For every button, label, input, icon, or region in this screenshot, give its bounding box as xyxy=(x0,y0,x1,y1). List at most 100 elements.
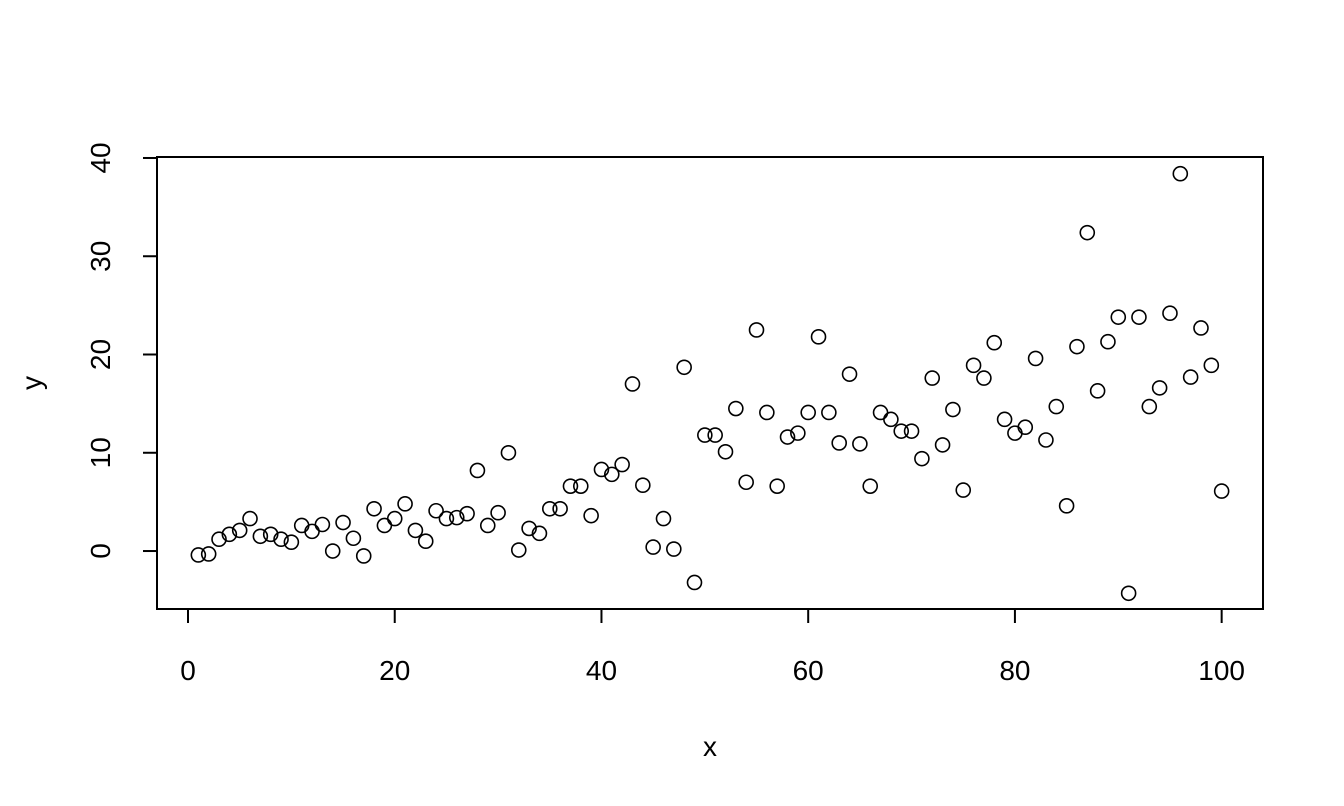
data-point xyxy=(252,528,269,545)
y-axis-title: y xyxy=(16,376,47,390)
data-point xyxy=(1141,398,1158,415)
x-axis-title: x xyxy=(703,731,717,762)
data-point xyxy=(1027,350,1044,367)
data-point xyxy=(810,329,827,345)
data-point xyxy=(1120,585,1137,602)
y-axis: 0 10 20 30 40 xyxy=(85,142,158,559)
data-point xyxy=(273,531,289,548)
data-point xyxy=(541,500,558,517)
data-point xyxy=(821,404,837,421)
data-point xyxy=(883,411,899,428)
data-point xyxy=(583,507,599,524)
data-point xyxy=(1048,398,1065,415)
data-point xyxy=(1038,432,1054,448)
data-point xyxy=(397,496,413,512)
data-point xyxy=(707,427,723,443)
data-point xyxy=(200,546,217,562)
y-tick-label: 40 xyxy=(85,142,116,173)
data-point xyxy=(986,334,1003,351)
data-point xyxy=(666,541,682,557)
data-point xyxy=(1110,309,1127,325)
data-point xyxy=(976,370,992,386)
data-point xyxy=(996,411,1013,428)
data-point xyxy=(614,456,630,473)
data-point xyxy=(1069,338,1085,355)
y-tick-label: 0 xyxy=(85,543,116,559)
data-point xyxy=(386,510,403,527)
data-point xyxy=(717,443,734,460)
data-point xyxy=(655,510,672,527)
data-point xyxy=(924,370,941,386)
data-point xyxy=(355,548,372,564)
data-point xyxy=(552,500,568,517)
data-point xyxy=(190,547,207,563)
data-point xyxy=(645,539,661,555)
data-point xyxy=(521,520,537,537)
y-tick-label: 10 xyxy=(85,437,116,468)
x-tick-label: 0 xyxy=(180,655,196,686)
data-point xyxy=(945,401,961,418)
x-tick-label: 100 xyxy=(1198,655,1245,686)
data-point xyxy=(448,509,465,526)
data-point xyxy=(955,482,972,498)
data-point xyxy=(407,522,424,539)
data-point xyxy=(790,425,806,441)
data-point xyxy=(304,523,320,540)
data-point xyxy=(262,526,279,543)
data-point xyxy=(769,478,785,494)
data-point xyxy=(510,542,527,558)
data-point xyxy=(1182,369,1199,385)
x-tick-label: 20 xyxy=(379,655,410,686)
data-point xyxy=(872,404,889,421)
data-point xyxy=(1172,165,1189,182)
data-point xyxy=(686,574,703,591)
data-point xyxy=(242,510,258,527)
data-point xyxy=(759,404,775,421)
data-point xyxy=(738,474,754,491)
data-point xyxy=(490,504,506,521)
data-point xyxy=(1213,483,1230,499)
data-point xyxy=(479,517,496,534)
plot-frame xyxy=(156,156,1264,610)
data-point xyxy=(624,376,641,392)
data-point xyxy=(531,525,548,542)
data-point xyxy=(293,517,310,534)
data-point xyxy=(211,531,227,548)
y-tick-label: 30 xyxy=(85,241,116,272)
data-point xyxy=(1203,357,1220,374)
data-points xyxy=(190,165,1230,602)
data-point xyxy=(562,478,579,494)
data-point xyxy=(283,534,300,550)
data-point xyxy=(366,500,382,517)
data-point xyxy=(1151,380,1168,396)
data-point xyxy=(438,510,455,527)
data-point xyxy=(1058,498,1075,514)
data-point xyxy=(1007,425,1023,441)
data-point xyxy=(676,359,692,376)
data-point xyxy=(779,429,796,445)
data-point xyxy=(1079,224,1096,241)
data-point xyxy=(221,526,238,543)
data-point xyxy=(500,444,517,461)
data-point xyxy=(1089,383,1106,399)
data-point xyxy=(903,423,920,439)
data-point xyxy=(376,517,393,534)
data-point xyxy=(914,450,930,467)
data-point xyxy=(965,357,982,374)
data-point xyxy=(459,505,475,522)
data-point xyxy=(335,514,351,531)
data-point xyxy=(1162,305,1178,322)
data-point xyxy=(852,436,868,452)
data-point xyxy=(1193,320,1209,336)
data-point xyxy=(1017,419,1034,436)
data-point xyxy=(728,400,744,417)
x-tick-label: 60 xyxy=(793,655,824,686)
data-point xyxy=(831,435,848,451)
data-point xyxy=(748,322,765,338)
data-point xyxy=(428,502,444,519)
x-tick-label: 40 xyxy=(586,655,617,686)
data-point xyxy=(841,366,858,382)
data-point xyxy=(345,530,362,547)
data-point xyxy=(572,478,589,494)
